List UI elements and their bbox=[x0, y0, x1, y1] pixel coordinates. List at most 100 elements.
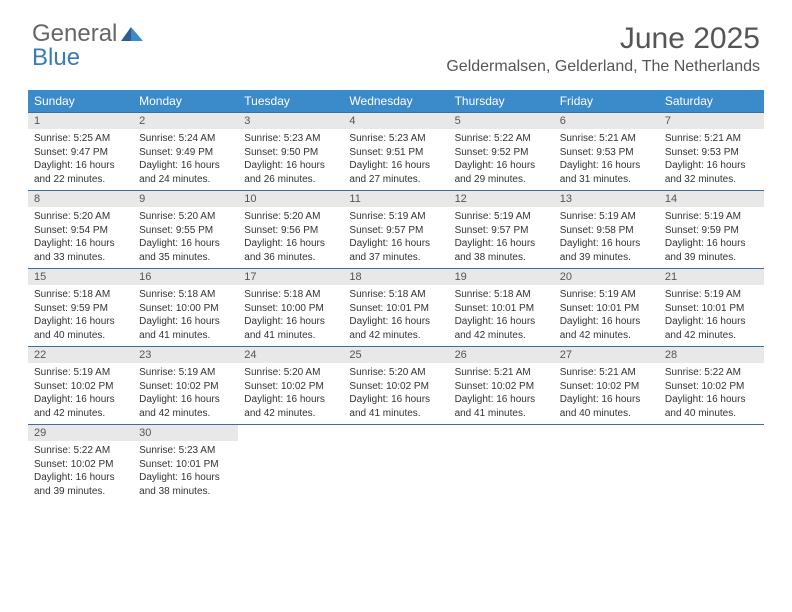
sunrise-text: Sunrise: 5:22 AM bbox=[34, 444, 127, 458]
daylight-text: Daylight: 16 hours and 40 minutes. bbox=[560, 393, 653, 420]
calendar-cell: 21Sunrise: 5:19 AMSunset: 10:01 PMDaylig… bbox=[659, 269, 764, 347]
calendar-cell: 22Sunrise: 5:19 AMSunset: 10:02 PMDaylig… bbox=[28, 347, 133, 425]
sunset-text: Sunset: 9:58 PM bbox=[560, 224, 653, 238]
day-body: Sunrise: 5:21 AMSunset: 10:02 PMDaylight… bbox=[554, 363, 659, 424]
daylight-text: Daylight: 16 hours and 42 minutes. bbox=[665, 315, 758, 342]
sunset-text: Sunset: 9:59 PM bbox=[34, 302, 127, 316]
sunset-text: Sunset: 10:02 PM bbox=[349, 380, 442, 394]
day-number: 30 bbox=[133, 425, 238, 441]
daylight-text: Daylight: 16 hours and 39 minutes. bbox=[560, 237, 653, 264]
daylight-text: Daylight: 16 hours and 41 minutes. bbox=[244, 315, 337, 342]
sunset-text: Sunset: 9:53 PM bbox=[665, 146, 758, 160]
sunrise-text: Sunrise: 5:25 AM bbox=[34, 132, 127, 146]
calendar-cell: 23Sunrise: 5:19 AMSunset: 10:02 PMDaylig… bbox=[133, 347, 238, 425]
calendar-cell bbox=[659, 425, 764, 503]
day-number: 6 bbox=[554, 113, 659, 129]
sunrise-text: Sunrise: 5:18 AM bbox=[349, 288, 442, 302]
calendar-cell: 3Sunrise: 5:23 AMSunset: 9:50 PMDaylight… bbox=[238, 113, 343, 191]
sunrise-text: Sunrise: 5:18 AM bbox=[139, 288, 232, 302]
day-number: 2 bbox=[133, 113, 238, 129]
logo-line2: Blue bbox=[32, 44, 80, 71]
calendar-cell: 26Sunrise: 5:21 AMSunset: 10:02 PMDaylig… bbox=[449, 347, 554, 425]
sunrise-text: Sunrise: 5:19 AM bbox=[349, 210, 442, 224]
day-body: Sunrise: 5:23 AMSunset: 9:51 PMDaylight:… bbox=[343, 129, 448, 190]
sunset-text: Sunset: 10:01 PM bbox=[139, 458, 232, 472]
sunrise-text: Sunrise: 5:23 AM bbox=[139, 444, 232, 458]
header: General Blue June 2025 Geldermalsen, Gel… bbox=[0, 0, 792, 80]
sunrise-text: Sunrise: 5:18 AM bbox=[455, 288, 548, 302]
sunset-text: Sunset: 9:57 PM bbox=[455, 224, 548, 238]
day-body: Sunrise: 5:18 AMSunset: 10:01 PMDaylight… bbox=[449, 285, 554, 346]
sunrise-text: Sunrise: 5:18 AM bbox=[244, 288, 337, 302]
sunrise-text: Sunrise: 5:21 AM bbox=[560, 366, 653, 380]
day-number: 13 bbox=[554, 191, 659, 207]
sunset-text: Sunset: 10:00 PM bbox=[244, 302, 337, 316]
sunrise-text: Sunrise: 5:19 AM bbox=[560, 210, 653, 224]
day-header: Wednesday bbox=[343, 90, 448, 113]
daylight-text: Daylight: 16 hours and 38 minutes. bbox=[455, 237, 548, 264]
calendar-cell: 17Sunrise: 5:18 AMSunset: 10:00 PMDaylig… bbox=[238, 269, 343, 347]
logo-line1: General bbox=[32, 20, 117, 47]
day-header: Saturday bbox=[659, 90, 764, 113]
daylight-text: Daylight: 16 hours and 42 minutes. bbox=[139, 393, 232, 420]
calendar-row: 29Sunrise: 5:22 AMSunset: 10:02 PMDaylig… bbox=[28, 425, 764, 503]
sunrise-text: Sunrise: 5:24 AM bbox=[139, 132, 232, 146]
sunset-text: Sunset: 9:47 PM bbox=[34, 146, 127, 160]
day-body: Sunrise: 5:22 AMSunset: 9:52 PMDaylight:… bbox=[449, 129, 554, 190]
day-body: Sunrise: 5:18 AMSunset: 9:59 PMDaylight:… bbox=[28, 285, 133, 346]
page-title: June 2025 bbox=[446, 22, 760, 56]
day-header-row: Sunday Monday Tuesday Wednesday Thursday… bbox=[28, 90, 764, 113]
sunset-text: Sunset: 10:01 PM bbox=[665, 302, 758, 316]
sunset-text: Sunset: 9:49 PM bbox=[139, 146, 232, 160]
day-number: 1 bbox=[28, 113, 133, 129]
calendar-cell: 30 Sunrise: 5:23 AMSunset: 10:01 PMDaylig… bbox=[133, 425, 238, 503]
calendar-cell: 13 Sunrise: 5:19 AMSunset: 9:58 PMDayligh… bbox=[554, 191, 659, 269]
calendar-cell: 16Sunrise: 5:18 AMSunset: 10:00 PMDaylig… bbox=[133, 269, 238, 347]
title-block: June 2025 Geldermalsen, Gelderland, The … bbox=[446, 22, 760, 76]
day-body: Sunrise: 5:20 AMSunset: 9:56 PMDaylight:… bbox=[238, 207, 343, 268]
sunset-text: Sunset: 9:59 PM bbox=[665, 224, 758, 238]
day-number: 27 bbox=[554, 347, 659, 363]
day-body: Sunrise: 5:19 AMSunset: 10:02 PMDaylight… bbox=[133, 363, 238, 424]
day-number: 26 bbox=[449, 347, 554, 363]
sunrise-text: Sunrise: 5:22 AM bbox=[665, 366, 758, 380]
calendar-cell: 12Sunrise: 5:19 AMSunset: 9:57 PMDayligh… bbox=[449, 191, 554, 269]
day-number: 4 bbox=[343, 113, 448, 129]
calendar-cell: 11Sunrise: 5:19 AMSunset: 9:57 PMDayligh… bbox=[343, 191, 448, 269]
day-header: Thursday bbox=[449, 90, 554, 113]
calendar-cell: 2Sunrise: 5:24 AMSunset: 9:49 PMDaylight… bbox=[133, 113, 238, 191]
daylight-text: Daylight: 16 hours and 42 minutes. bbox=[244, 393, 337, 420]
day-number: 20 bbox=[554, 269, 659, 285]
calendar-cell: 28Sunrise: 5:22 AMSunset: 10:02 PMDaylig… bbox=[659, 347, 764, 425]
sunrise-text: Sunrise: 5:18 AM bbox=[34, 288, 127, 302]
day-body: Sunrise: 5:20 AMSunset: 10:02 PMDaylight… bbox=[343, 363, 448, 424]
daylight-text: Daylight: 16 hours and 42 minutes. bbox=[455, 315, 548, 342]
sunset-text: Sunset: 9:51 PM bbox=[349, 146, 442, 160]
sunset-text: Sunset: 10:01 PM bbox=[349, 302, 442, 316]
daylight-text: Daylight: 16 hours and 27 minutes. bbox=[349, 159, 442, 186]
sunset-text: Sunset: 10:02 PM bbox=[139, 380, 232, 394]
calendar-cell: 25Sunrise: 5:20 AMSunset: 10:02 PMDaylig… bbox=[343, 347, 448, 425]
day-body: Sunrise: 5:19 AMSunset: 9:59 PMDaylight:… bbox=[659, 207, 764, 268]
day-number: 24 bbox=[238, 347, 343, 363]
day-number: 19 bbox=[449, 269, 554, 285]
day-number: 10 bbox=[238, 191, 343, 207]
calendar-cell bbox=[238, 425, 343, 503]
sunrise-text: Sunrise: 5:19 AM bbox=[139, 366, 232, 380]
day-header: Tuesday bbox=[238, 90, 343, 113]
calendar-cell: 15Sunrise: 5:18 AMSunset: 9:59 PMDayligh… bbox=[28, 269, 133, 347]
logo-mark-icon bbox=[121, 22, 143, 46]
sunrise-text: Sunrise: 5:19 AM bbox=[560, 288, 653, 302]
sunset-text: Sunset: 10:01 PM bbox=[560, 302, 653, 316]
daylight-text: Daylight: 16 hours and 31 minutes. bbox=[560, 159, 653, 186]
sunset-text: Sunset: 10:02 PM bbox=[455, 380, 548, 394]
sunset-text: Sunset: 10:01 PM bbox=[455, 302, 548, 316]
day-body: Sunrise: 5:21 AMSunset: 9:53 PMDaylight:… bbox=[554, 129, 659, 190]
calendar-cell: 5Sunrise: 5:22 AMSunset: 9:52 PMDaylight… bbox=[449, 113, 554, 191]
sunrise-text: Sunrise: 5:21 AM bbox=[455, 366, 548, 380]
day-number: 9 bbox=[133, 191, 238, 207]
day-body: Sunrise: 5:20 AMSunset: 10:02 PMDaylight… bbox=[238, 363, 343, 424]
daylight-text: Daylight: 16 hours and 38 minutes. bbox=[139, 471, 232, 498]
day-body: Sunrise: 5:18 AMSunset: 10:01 PMDaylight… bbox=[343, 285, 448, 346]
day-body: Sunrise: 5:18 AMSunset: 10:00 PMDaylight… bbox=[238, 285, 343, 346]
